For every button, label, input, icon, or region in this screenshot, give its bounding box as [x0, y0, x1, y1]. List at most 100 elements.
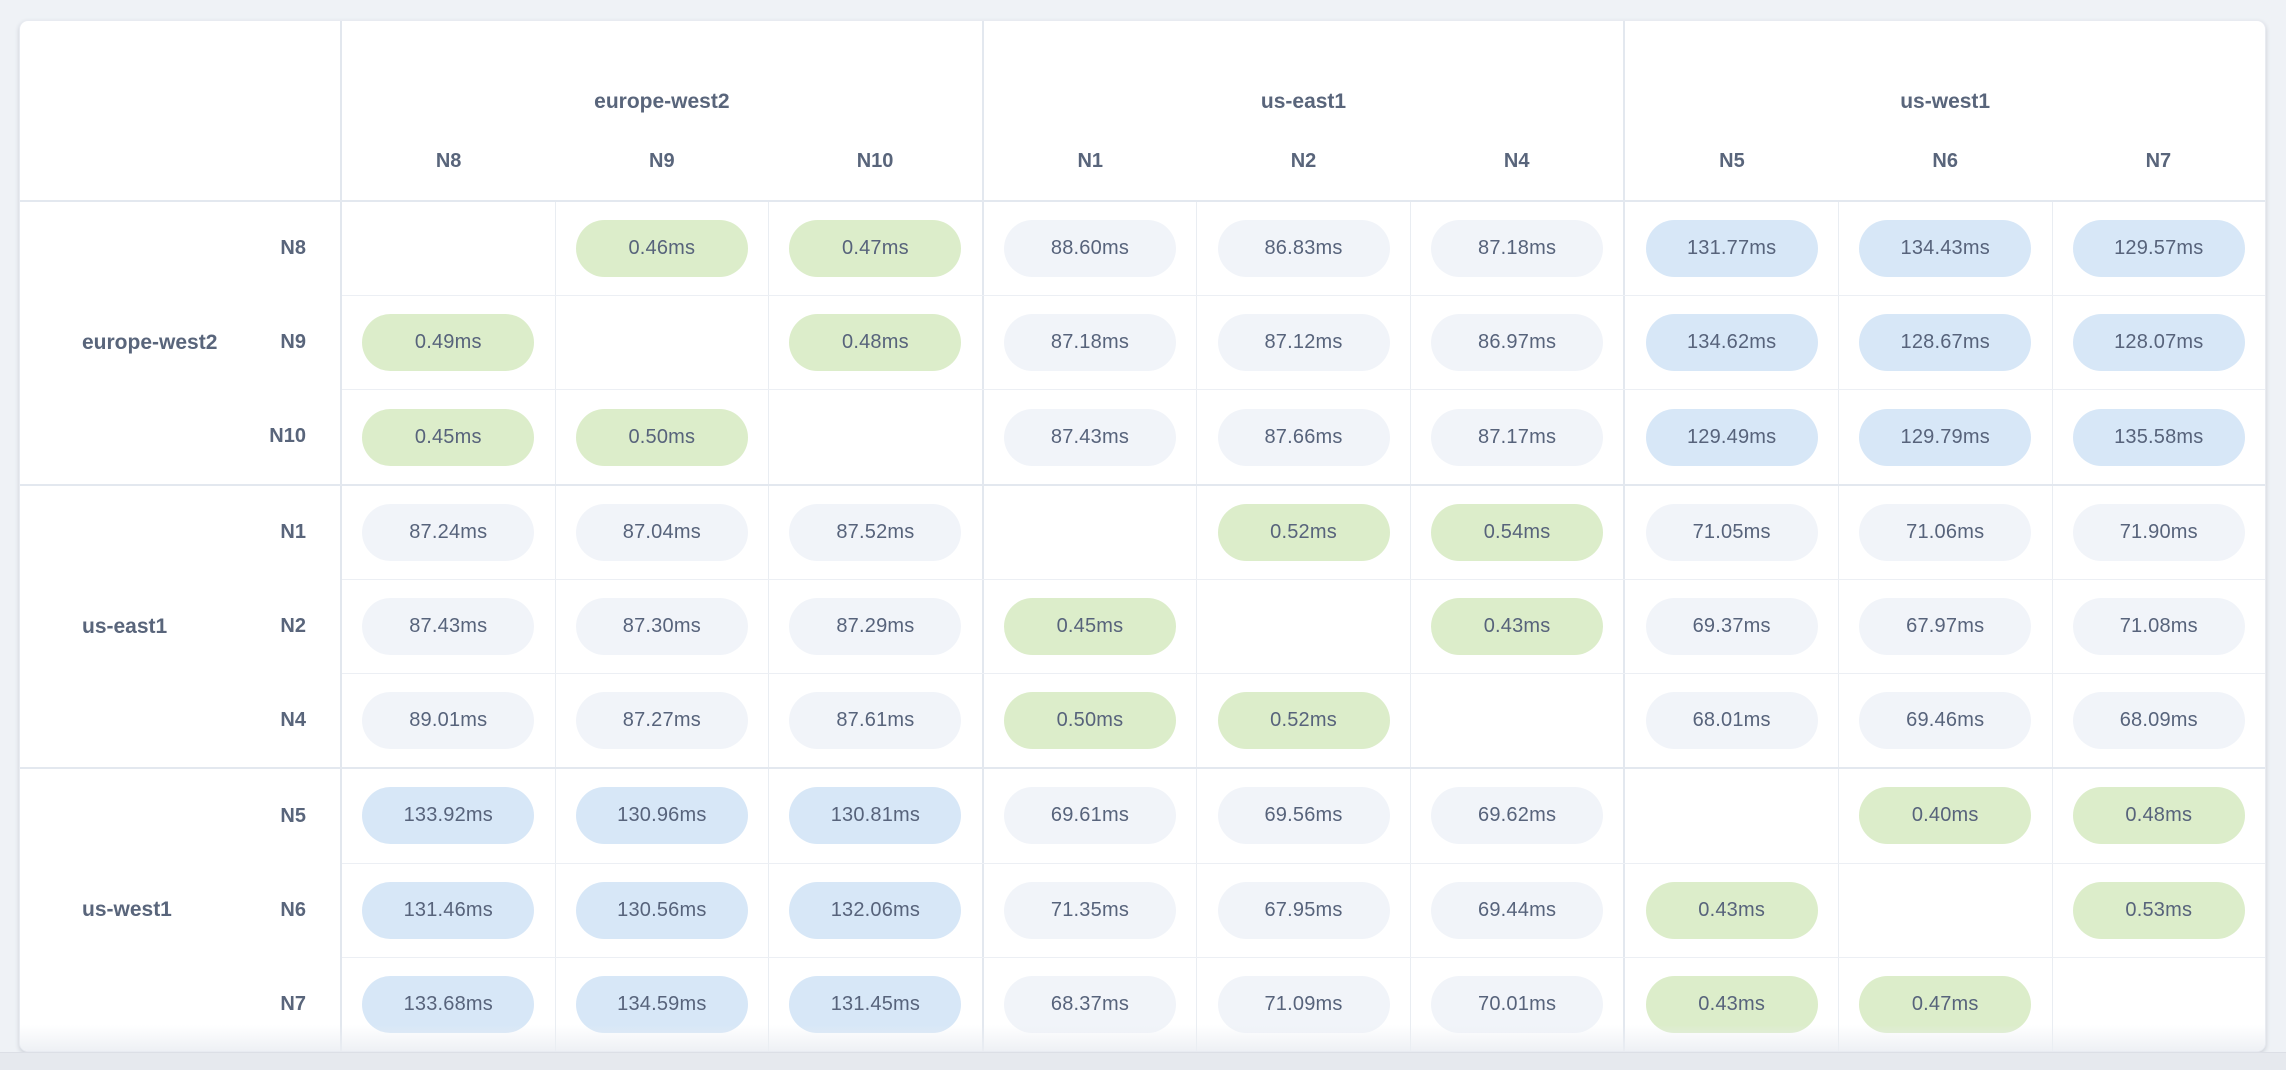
latency-pill: 0.43ms: [1645, 975, 1818, 1033]
latency-cell: 131.46ms: [342, 864, 555, 957]
latency-cell: 88.60ms: [981, 202, 1197, 296]
latency-cell: 0.40ms: [1837, 769, 2052, 863]
row-group-cells: 87.24ms 87.04ms 87.52ms 0.52ms 0.54ms 71.05ms…: [342, 485, 2266, 768]
latency-pill: 0.43ms: [1431, 598, 1604, 655]
latency-pill: 129.57ms: [2072, 220, 2245, 278]
node-column-header-N2: N2: [1290, 150, 1317, 172]
column-region-title: us-west1: [1900, 90, 1991, 113]
latency-cell: 0.52ms: [1196, 674, 1410, 768]
latency-pill: 88.60ms: [1003, 220, 1176, 278]
latency-pill: 0.43ms: [1645, 881, 1818, 939]
latency-cell: 68.37ms: [981, 957, 1197, 1051]
latency-cell: 87.52ms: [768, 485, 982, 579]
node-column-header-N6: N6: [1932, 150, 1958, 172]
self-latency-cell: [1196, 579, 1410, 674]
latency-cell: 134.62ms: [1623, 296, 1838, 390]
latency-cell: 87.27ms: [554, 674, 769, 768]
column-group-us-west1: us-west1 N5 N6 N7: [1623, 21, 2265, 200]
latency-pill: 129.79ms: [1859, 408, 2032, 466]
latency-cell: 0.54ms: [1409, 485, 1624, 579]
node-column-header-N9: N9: [649, 150, 675, 172]
column-node-row: N5 N6 N7: [1625, 141, 2265, 181]
latency-cell: 68.01ms: [1623, 674, 1838, 768]
latency-cell: 71.05ms: [1623, 485, 1838, 579]
row-node-label-N10: N10: [269, 425, 306, 448]
latency-pill: 132.06ms: [789, 881, 962, 939]
latency-cell: 68.09ms: [2051, 674, 2266, 768]
latency-pill: 67.97ms: [1859, 598, 2032, 655]
latency-pill: 131.45ms: [789, 975, 962, 1033]
latency-cell: 131.77ms: [1623, 202, 1838, 296]
latency-pill: 0.47ms: [1859, 975, 2032, 1033]
latency-cell: 87.04ms: [554, 485, 769, 579]
latency-pill: 131.77ms: [1645, 220, 1818, 278]
latency-cell: 71.08ms: [2051, 579, 2266, 674]
latency-cell: 67.95ms: [1196, 863, 1410, 957]
latency-pill: 69.37ms: [1645, 598, 1818, 655]
latency-cell: 0.49ms: [342, 296, 555, 389]
latency-pill: 69.44ms: [1431, 881, 1604, 939]
column-node-row: N8 N9 N10: [342, 141, 982, 181]
latency-cell: 86.83ms: [1196, 202, 1410, 296]
row-node-label-N1: N1: [280, 521, 306, 544]
latency-cell: 0.48ms: [2051, 769, 2266, 863]
latency-cell: 71.06ms: [1837, 485, 2052, 579]
latency-cell: 133.68ms: [342, 958, 555, 1051]
latency-cell: 0.45ms: [981, 579, 1197, 674]
row-region-title: us-west1: [82, 898, 172, 922]
latency-pill: 0.48ms: [789, 314, 962, 372]
node-column-header-N8: N8: [435, 150, 462, 172]
latency-cell: 133.92ms: [342, 769, 555, 862]
latency-pill: 128.67ms: [1859, 314, 2032, 372]
latency-cell: 69.62ms: [1409, 769, 1624, 863]
latency-pill: 131.46ms: [362, 881, 535, 939]
latency-pill: 69.62ms: [1431, 787, 1604, 845]
self-latency-cell: [1409, 674, 1624, 768]
latency-pill: 71.90ms: [2072, 503, 2245, 561]
self-latency-cell: [342, 202, 555, 295]
row-region-title: europe-west2: [82, 330, 218, 354]
latency-cell: 87.43ms: [342, 580, 555, 673]
latency-cell: 131.45ms: [768, 957, 982, 1051]
self-latency-cell: [1623, 769, 1838, 863]
latency-cell: 87.66ms: [1196, 390, 1410, 484]
latency-pill: 70.01ms: [1431, 975, 1604, 1033]
row-node-label-N7: N7: [280, 992, 306, 1015]
latency-pill: 87.43ms: [362, 598, 535, 655]
node-column-header-N7: N7: [2145, 150, 2172, 172]
horizontal-scrollbar[interactable]: [0, 1052, 2286, 1070]
latency-cell: 128.07ms: [2051, 296, 2266, 390]
row-node-label-N5: N5: [280, 804, 306, 827]
matrix-row-N9: 0.49ms 0.48ms 87.18ms 87.12ms 86.97ms 134.62m…: [342, 295, 2266, 390]
latency-cell: 87.30ms: [554, 579, 769, 674]
row-group-cells: 133.92ms 130.96ms 130.81ms 69.61ms 69.56ms 69…: [342, 769, 2265, 1051]
self-latency-cell: [768, 390, 982, 484]
row-node-label-N2: N2: [280, 615, 306, 637]
node-column-header-N10: N10: [856, 150, 894, 172]
latency-cell: 87.18ms: [981, 296, 1197, 390]
latency-pill: 130.56ms: [575, 881, 748, 939]
self-latency-cell: [2051, 957, 2266, 1051]
column-region-title: europe-west2: [594, 90, 730, 113]
latency-pill: 0.53ms: [2072, 881, 2245, 939]
latency-cell: 71.90ms: [2051, 485, 2266, 579]
latency-pill: 134.59ms: [575, 975, 748, 1033]
column-group-europe-west2: europe-west2 N8 N9 N10: [342, 21, 982, 200]
latency-cell: 87.61ms: [768, 674, 982, 768]
latency-cell: 0.48ms: [768, 296, 982, 390]
latency-pill: 0.45ms: [1003, 598, 1176, 655]
latency-cell: 0.43ms: [1623, 863, 1838, 957]
matrix-row-N2: 87.43ms 87.30ms 87.29ms 0.45ms 0.43ms 69.37ms…: [342, 578, 2266, 674]
latency-cell: 87.43ms: [981, 390, 1197, 484]
latency-cell: 0.43ms: [1409, 579, 1624, 674]
latency-pill: 133.68ms: [362, 975, 535, 1033]
latency-pill: 68.37ms: [1003, 975, 1176, 1033]
latency-pill: 130.81ms: [789, 787, 962, 845]
latency-cell: 134.43ms: [1837, 202, 2052, 296]
latency-pill: 0.46ms: [575, 220, 748, 278]
matrix-row-N5: 133.92ms 130.96ms 130.81ms 69.61ms 69.56ms 69…: [342, 769, 2266, 863]
latency-pill: 87.43ms: [1003, 408, 1176, 466]
column-node-row: N1 N2 N4: [984, 141, 1624, 181]
latency-cell: 71.35ms: [981, 863, 1197, 957]
latency-pill: 87.66ms: [1217, 408, 1390, 466]
